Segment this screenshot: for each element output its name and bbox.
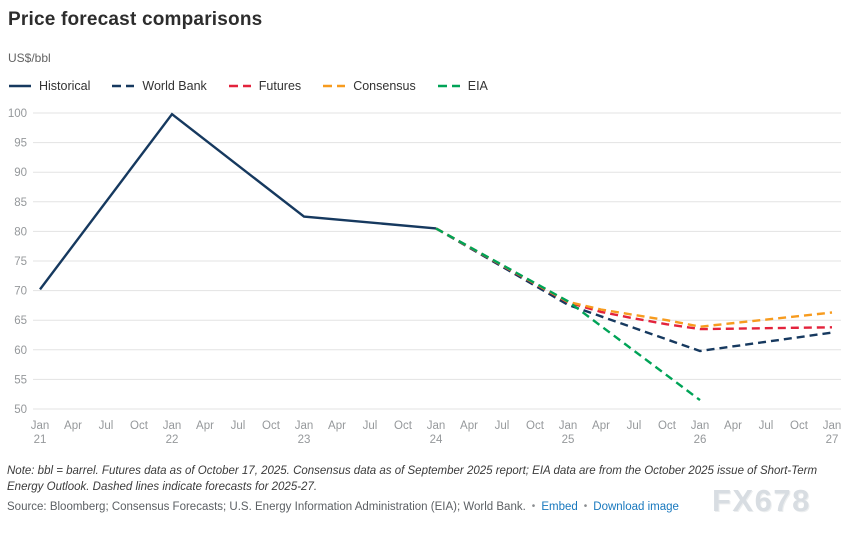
x-tick-label: Apr	[64, 420, 82, 432]
chart-svg: 50 55 60 65 70 75 80 85 90 95 100 Jan 21 Apr Jul Oct Jan…	[8, 108, 842, 446]
x-tick-year-label: 26	[694, 434, 707, 446]
legend-item-eia[interactable]: EIA	[437, 79, 488, 93]
x-tick-label: Jul	[363, 420, 378, 432]
legend-item-consensus[interactable]: Consensus	[322, 79, 416, 93]
x-tick-label: Jan	[295, 420, 314, 432]
x-tick-label: Jul	[99, 420, 114, 432]
x-tick-label: Jan	[691, 420, 710, 432]
y-tick-label: 50	[14, 404, 27, 416]
legend-label: World Bank	[142, 79, 207, 93]
x-tick-label: Jan	[823, 420, 842, 432]
y-tick-label: 95	[14, 138, 27, 150]
legend-swatch-dash-icon	[323, 84, 346, 88]
legend-swatch-line-icon	[9, 84, 31, 88]
x-tick-label: Apr	[328, 420, 346, 432]
x-tick-label: Jan	[427, 420, 446, 432]
legend-label: Historical	[39, 79, 91, 93]
legend-item-world-bank[interactable]: World Bank	[111, 79, 207, 93]
x-tick-year-label: 24	[430, 434, 443, 446]
x-tick-year-label: 27	[826, 434, 839, 446]
x-tick-label: Jul	[495, 420, 510, 432]
series-line-consensus	[435, 227, 833, 328]
x-tick-label: Jan	[31, 420, 50, 432]
y-tick-label: 80	[14, 226, 27, 238]
x-tick-label: Jan	[163, 420, 182, 432]
chart-legend: Historical World Bank Futures Consensus …	[8, 79, 488, 93]
y-tick-label: 85	[14, 197, 27, 209]
y-tick-label: 70	[14, 286, 27, 298]
x-tick-label: Oct	[658, 420, 677, 432]
series-line-eia	[435, 227, 701, 402]
x-tick-year-label: 25	[562, 434, 575, 446]
x-tick-label: Oct	[130, 420, 149, 432]
legend-label: EIA	[467, 79, 488, 93]
x-tick-year-label: 22	[166, 434, 179, 446]
x-tick-label: Jul	[231, 420, 246, 432]
y-tick-label: 55	[14, 374, 27, 386]
x-tick-label: Apr	[724, 420, 742, 432]
x-tick-label: Oct	[262, 420, 281, 432]
x-tick-label: Oct	[394, 420, 413, 432]
chart-footnote: Note: bbl = barrel. Futures data as of O…	[7, 465, 818, 494]
chart-plot-area: 50 55 60 65 70 75 80 85 90 95 100 Jan 21 Apr Jul Oct Jan…	[0, 100, 846, 456]
x-tick-label: Oct	[790, 420, 809, 432]
x-tick-year-label: 21	[34, 434, 47, 446]
legend-label: Consensus	[353, 79, 416, 93]
x-tick-label: Jan	[559, 420, 578, 432]
x-tick-label: Oct	[526, 420, 545, 432]
y-tick-label: 90	[14, 167, 27, 179]
source-row: Source: Bloomberg; Consensus Forecasts; …	[7, 501, 679, 513]
legend-label: Futures	[258, 79, 302, 93]
page-title: Price forecast comparisons	[8, 9, 263, 30]
legend-swatch-dash-icon	[112, 84, 135, 88]
series-line-futures	[435, 227, 833, 331]
bullet-separator: •	[583, 501, 588, 512]
series-line-world-bank	[435, 227, 833, 353]
series-line-historical	[39, 112, 437, 291]
x-tick-label: Apr	[196, 420, 214, 432]
legend-item-futures[interactable]: Futures	[228, 79, 301, 93]
legend-swatch-dash-icon	[437, 84, 460, 88]
download-image-link[interactable]: Download image	[593, 501, 679, 513]
legend-item-historical[interactable]: Historical	[8, 79, 90, 93]
source-text: Source: Bloomberg; Consensus Forecasts; …	[7, 501, 526, 513]
bullet-separator: •	[531, 501, 536, 512]
x-tick-label: Apr	[460, 420, 478, 432]
x-tick-label: Jul	[627, 420, 642, 432]
y-tick-label: 75	[14, 256, 27, 268]
watermark-logo: FX678	[712, 483, 811, 518]
y-tick-label: 60	[14, 345, 27, 357]
legend-swatch-dash-icon	[228, 84, 251, 88]
embed-link[interactable]: Embed	[541, 501, 578, 513]
y-tick-label: 100	[8, 108, 27, 120]
x-tick-label: Apr	[592, 420, 610, 432]
x-tick-label: Jul	[759, 420, 774, 432]
y-tick-label: 65	[14, 315, 27, 327]
y-axis-unit-label: US$/bbl	[8, 51, 51, 65]
x-tick-year-label: 23	[298, 434, 311, 446]
